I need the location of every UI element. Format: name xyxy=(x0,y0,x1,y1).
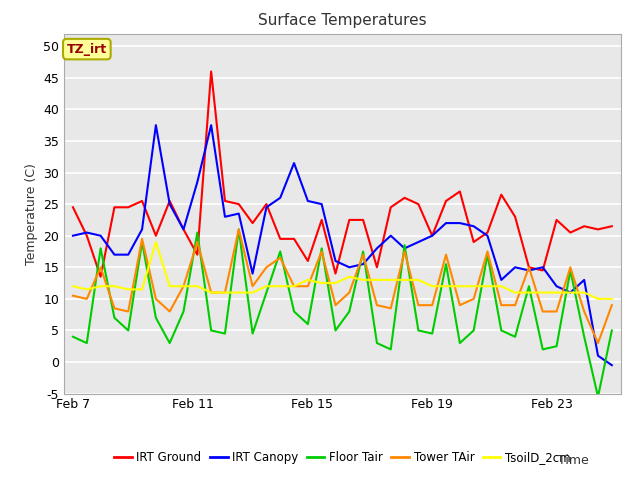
Text: Time: Time xyxy=(558,454,589,467)
Title: Surface Temperatures: Surface Temperatures xyxy=(258,13,427,28)
Y-axis label: Temperature (C): Temperature (C) xyxy=(24,163,38,264)
Legend: IRT Ground, IRT Canopy, Floor Tair, Tower TAir, TsoilD_2cm: IRT Ground, IRT Canopy, Floor Tair, Towe… xyxy=(109,446,575,469)
Text: TZ_irt: TZ_irt xyxy=(67,43,107,56)
